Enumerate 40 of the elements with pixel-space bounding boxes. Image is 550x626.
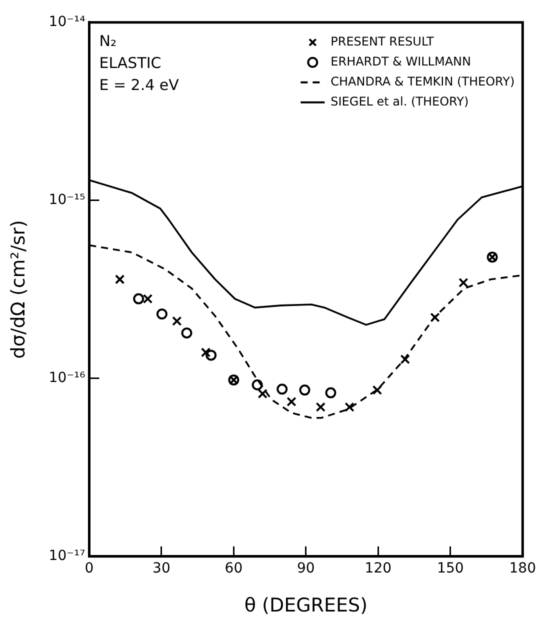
y-axis-title: dσ/dΩ (cm²/sr): [7, 220, 30, 359]
point: [286, 396, 296, 407]
legend-label: SIEGEL et al. (THEORY): [330, 94, 469, 109]
legend-label: PRESENT RESULT: [330, 34, 434, 49]
y-tick-label: 10⁻¹⁷: [48, 548, 86, 564]
point: [372, 385, 382, 395]
point: [299, 384, 310, 396]
annotation: E = 2.4 eV: [99, 76, 180, 94]
point: [133, 293, 144, 304]
x-tick-label: 60: [224, 560, 243, 576]
y-tick-label: 10⁻¹⁶: [48, 370, 86, 386]
annotation: N₂: [99, 32, 116, 50]
x-tick-label: 180: [509, 560, 536, 576]
x-tick-label: 150: [437, 560, 464, 576]
point: [114, 274, 125, 284]
point: [276, 384, 288, 395]
x-tick-label: 30: [152, 560, 170, 576]
point: [156, 308, 168, 320]
point: [172, 316, 182, 326]
point: [142, 294, 153, 304]
point: [206, 350, 217, 361]
point: [181, 327, 192, 338]
x-tick-label: 120: [364, 560, 392, 576]
y-tick-label: 10⁻¹⁵: [48, 192, 86, 208]
point: [430, 312, 440, 322]
x-tick-label: 0: [84, 560, 94, 576]
point: [344, 402, 354, 412]
annotation: ELASTIC: [99, 54, 162, 72]
point: [400, 354, 410, 364]
point: [325, 387, 336, 398]
y-tick-label: 10⁻¹⁴: [48, 14, 86, 30]
point: [200, 348, 211, 358]
legend-label: CHANDRA & TEMKIN (THEORY): [330, 74, 515, 89]
point: [258, 388, 268, 399]
point: [316, 402, 326, 412]
x-axis-title: θ (DEGREES): [244, 594, 368, 617]
point: [252, 379, 263, 390]
point: [458, 278, 468, 288]
x-tick-label: 90: [297, 560, 315, 576]
legend-label: ERHARDT & WILLMANN: [330, 54, 471, 69]
